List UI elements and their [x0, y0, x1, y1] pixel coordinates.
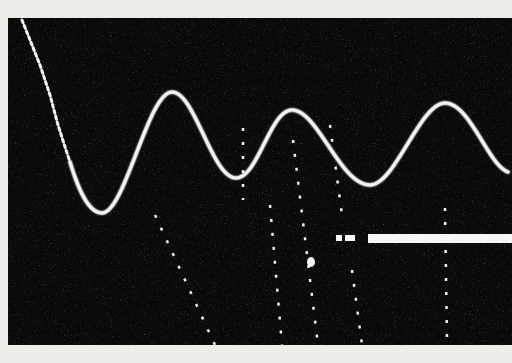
dotted-line [268, 204, 284, 346]
trace-group [20, 18, 510, 216]
screen-grain [8, 18, 512, 345]
bar-markers [307, 234, 512, 267]
dotted-line [328, 124, 344, 216]
dotted-line [153, 214, 217, 346]
dotted-markers [153, 124, 449, 346]
bar-dash [336, 235, 342, 241]
horizontal-bar [368, 234, 512, 243]
dotted-decay [20, 18, 72, 164]
bright-spot [307, 257, 315, 267]
waveform-core [68, 90, 510, 215]
bar-dash [345, 235, 355, 241]
